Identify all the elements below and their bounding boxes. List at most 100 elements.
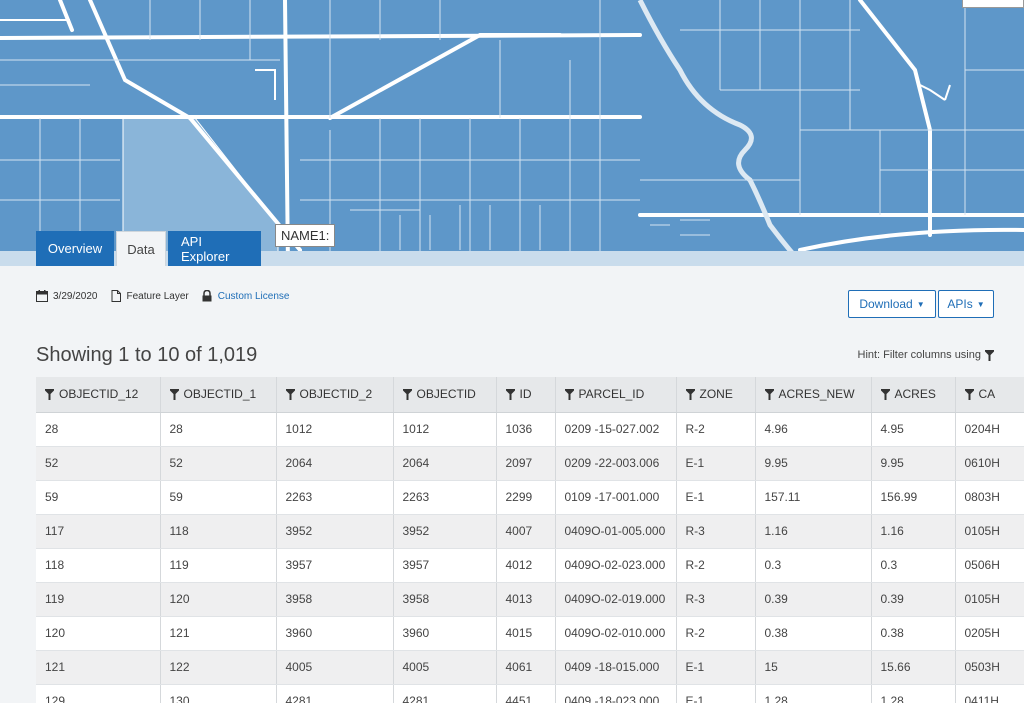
table-cell: 0209 -15-027.002	[555, 412, 677, 447]
license-link[interactable]: Custom License	[217, 290, 290, 302]
table-cell: 0409O-01-005.000	[555, 514, 677, 549]
column-header[interactable]: OBJECTID_1	[160, 377, 277, 413]
dataset-tabs: Overview Data API Explorer	[36, 231, 261, 266]
action-buttons: Download ▼ APIs ▼	[848, 290, 994, 318]
table-cell: 0411H	[955, 684, 1024, 703]
column-header[interactable]: OBJECTID	[393, 377, 497, 413]
table-cell: 4.95	[871, 412, 956, 447]
table-row[interactable]: 117 118 3952 3952 4007 0409O-01-005.000 R-3 1.1…	[36, 514, 1024, 549]
table-cell: 119	[36, 582, 161, 617]
table-cell: R-3	[676, 582, 756, 617]
filter-icon[interactable]	[880, 388, 890, 400]
table-cell: 4005	[393, 650, 497, 685]
table-cell: 0409O-02-010.000	[555, 616, 677, 651]
table-cell: 120	[36, 616, 161, 651]
apis-button[interactable]: APIs ▼	[938, 290, 994, 318]
table-cell: 2097	[496, 446, 556, 481]
column-header[interactable]: ACRES	[871, 377, 956, 413]
table-cell: 4061	[496, 650, 556, 685]
results-count: Showing 1 to 10 of 1,019	[36, 344, 258, 366]
column-header[interactable]: ZONE	[676, 377, 756, 413]
tab-api-explorer[interactable]: API Explorer	[168, 231, 261, 266]
table-cell: 0.39	[755, 582, 872, 617]
map-view[interactable]: NAME1:	[0, 0, 1024, 266]
table-row[interactable]: 121 122 4005 4005 4061 0409 -18-015.000 E-1 15 1…	[36, 650, 1024, 685]
column-header-label: OBJECTID_12	[59, 387, 139, 402]
column-header-label: ID	[519, 387, 532, 402]
document-icon	[111, 290, 121, 302]
table-cell: R-3	[676, 514, 756, 549]
table-row[interactable]: 120 121 3960 3960 4015 0409O-02-010.000 R-2 0.3…	[36, 616, 1024, 651]
filter-icon[interactable]	[764, 388, 774, 400]
table-cell: 0.3	[755, 548, 872, 583]
filter-icon[interactable]	[685, 388, 695, 400]
table-cell: 0209 -22-003.006	[555, 446, 677, 481]
column-header[interactable]: ID	[496, 377, 556, 413]
table-header-row: OBJECTID_12 OBJECTID_1 OBJECTID_2 OBJECTID I…	[36, 377, 1024, 413]
table-cell: 3957	[276, 548, 394, 583]
table-row[interactable]: 59 59 2263 2263 2299 0109 -17-001.000 E-1 157.1…	[36, 480, 1024, 515]
filter-icon[interactable]	[505, 388, 515, 400]
table-cell: 119	[160, 548, 277, 583]
table-cell: 0205H	[955, 616, 1024, 651]
table-cell: 2263	[393, 480, 497, 515]
download-button[interactable]: Download ▼	[848, 290, 936, 318]
download-label: Download	[859, 297, 913, 311]
table-cell: 1036	[496, 412, 556, 447]
attribute-table[interactable]: OBJECTID_12 OBJECTID_1 OBJECTID_2 OBJECTID I…	[36, 377, 1024, 703]
column-header-label: PARCEL_ID	[578, 387, 645, 402]
filter-icon[interactable]	[45, 388, 54, 400]
column-header-label: ACRES_NEW	[778, 387, 855, 402]
chevron-down-icon: ▼	[916, 299, 925, 309]
filter-icon[interactable]	[564, 388, 574, 400]
table-cell: 2263	[276, 480, 394, 515]
table-cell: 1.28	[871, 684, 956, 703]
column-header[interactable]: ACRES_NEW	[755, 377, 872, 413]
table-cell: 0409O-02-023.000	[555, 548, 677, 583]
table-cell: 4281	[393, 684, 497, 703]
map-popup-edge	[962, 0, 1024, 8]
column-header[interactable]: PARCEL_ID	[555, 377, 677, 413]
table-cell: 4281	[276, 684, 394, 703]
table-cell: R-2	[676, 616, 756, 651]
tab-data[interactable]: Data	[116, 231, 166, 266]
table-cell: 3960	[393, 616, 497, 651]
column-header[interactable]: CA	[955, 377, 1024, 413]
table-cell: 4013	[496, 582, 556, 617]
filter-icon[interactable]	[964, 388, 974, 400]
filter-icon[interactable]	[169, 388, 179, 400]
table-cell: 0409 -18-015.000	[555, 650, 677, 685]
table-cell: 0.3	[871, 548, 956, 583]
column-header[interactable]: OBJECTID_2	[276, 377, 394, 413]
table-cell: 0506H	[955, 548, 1024, 583]
table-cell: 1.16	[871, 514, 956, 549]
table-cell: 52	[160, 446, 277, 481]
table-cell: E-1	[676, 650, 756, 685]
table-row[interactable]: 28 28 1012 1012 1036 0209 -15-027.002 R-2 4.96 4…	[36, 412, 1024, 447]
column-header-label: ACRES	[894, 387, 936, 402]
table-cell: 118	[36, 548, 161, 583]
table-row[interactable]: 129 130 4281 4281 4451 0409 -18-023.000 E-1 1.2…	[36, 684, 1024, 703]
table-cell: 4015	[496, 616, 556, 651]
table-cell: R-2	[676, 412, 756, 447]
filter-icon[interactable]	[402, 388, 412, 400]
table-cell: 121	[160, 616, 277, 651]
tab-overview[interactable]: Overview	[36, 231, 114, 266]
filter-icon[interactable]	[285, 388, 295, 400]
table-cell: 28	[160, 412, 277, 447]
meta-type-text: Feature Layer	[126, 290, 189, 302]
column-header[interactable]: OBJECTID_12	[36, 377, 161, 413]
data-table: OBJECTID_12 OBJECTID_1 OBJECTID_2 OBJECTID I…	[36, 377, 1024, 703]
table-row[interactable]: 52 52 2064 2064 2097 0209 -22-003.006 E-1 9.95 9…	[36, 446, 1024, 481]
table-cell: 0.38	[755, 616, 872, 651]
table-cell: 129	[36, 684, 161, 703]
table-row[interactable]: 119 120 3958 3958 4013 0409O-02-019.000 R-3 0.3…	[36, 582, 1024, 617]
table-cell: 121	[36, 650, 161, 685]
table-cell: 3958	[393, 582, 497, 617]
table-cell: 52	[36, 446, 161, 481]
table-row[interactable]: 118 119 3957 3957 4012 0409O-02-023.000 R-2 0.3…	[36, 548, 1024, 583]
table-cell: E-1	[676, 446, 756, 481]
table-cell: 9.95	[755, 446, 872, 481]
table-cell: 120	[160, 582, 277, 617]
map-feature-label: NAME1:	[275, 224, 336, 247]
